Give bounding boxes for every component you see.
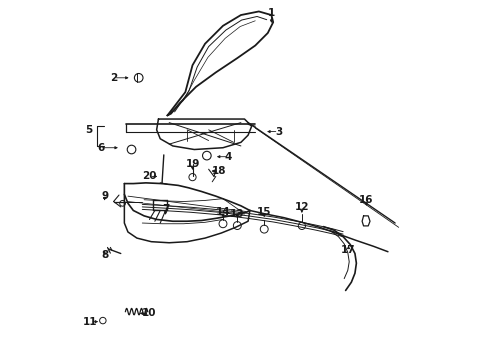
- Text: 18: 18: [212, 166, 226, 176]
- Text: 6: 6: [97, 143, 104, 153]
- Text: 19: 19: [185, 159, 199, 169]
- Text: 14: 14: [215, 207, 230, 217]
- Text: 11: 11: [83, 317, 97, 327]
- Text: 15: 15: [257, 207, 271, 217]
- Text: 16: 16: [359, 195, 373, 205]
- Text: 3: 3: [274, 127, 282, 136]
- Text: 4: 4: [224, 152, 232, 162]
- Text: 13: 13: [230, 209, 244, 219]
- Text: 1: 1: [267, 8, 274, 18]
- Text: 7: 7: [162, 204, 169, 214]
- Text: 2: 2: [110, 73, 117, 83]
- Text: 17: 17: [341, 245, 355, 255]
- Text: 10: 10: [142, 309, 156, 318]
- Text: 5: 5: [85, 125, 92, 135]
- Text: 20: 20: [142, 171, 156, 181]
- Text: 9: 9: [101, 191, 108, 201]
- Text: 8: 8: [101, 250, 108, 260]
- Text: 12: 12: [294, 202, 308, 212]
